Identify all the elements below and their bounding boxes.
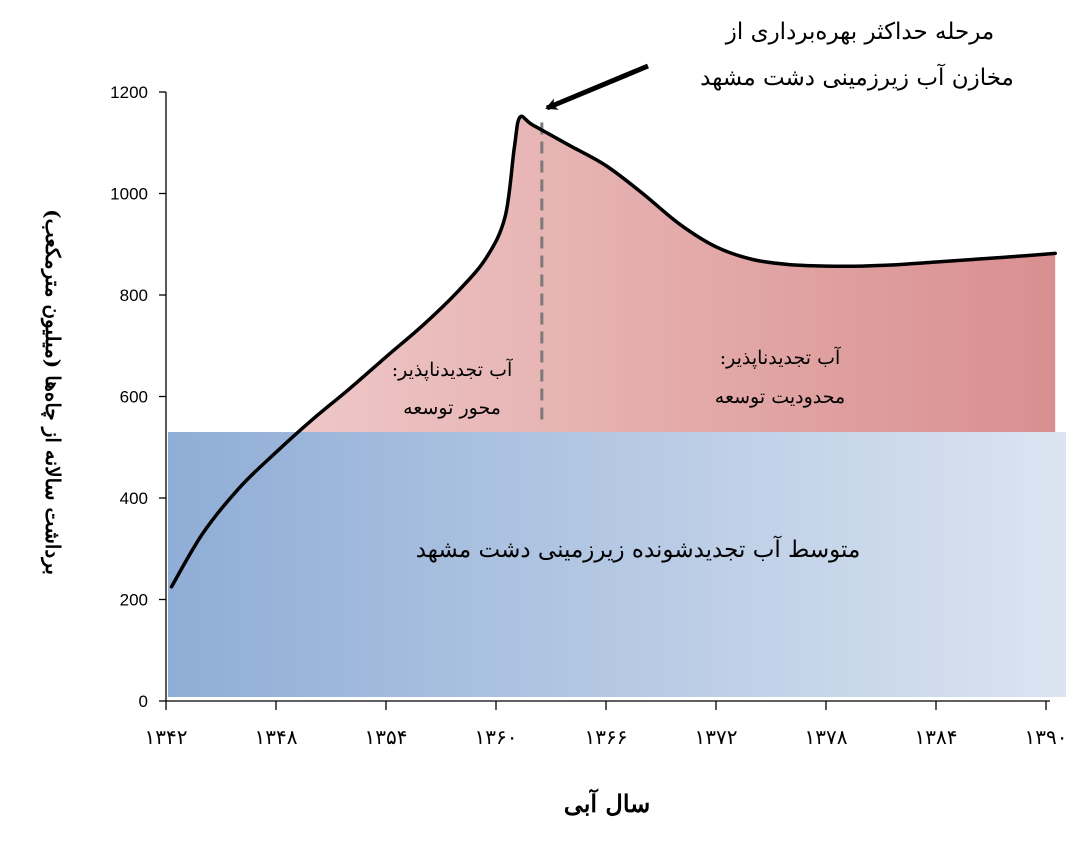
y-tick-label: 1000 [110, 185, 148, 204]
x-tick-label: ۱۳۸۴ [915, 725, 958, 749]
regions-layer [168, 116, 1066, 697]
x-tick-label: ۱۳۴۲ [145, 725, 188, 749]
left-region-label-2: محور توسعه [403, 397, 501, 419]
right-region-label-1: آب تجدیدناپذیر: [720, 346, 841, 369]
y-tick-label: 800 [120, 286, 148, 305]
x-tick-label: ۱۳۶۰ [475, 725, 518, 749]
y-tick-label: 1200 [110, 83, 148, 102]
x-axis-title: سال آبی [564, 788, 651, 818]
x-tick-label: ۱۳۴۸ [255, 725, 298, 749]
x-tick-label: ۱۳۶۶ [585, 725, 628, 749]
axes-layer: 0 200 400 600 800 1000 1200 ۱۳۴۲ ۱۳۴۸ ۱۳۵۴ ۱۳۶۰ ۱۳۶… [110, 83, 1068, 749]
y-tick-label: 0 [139, 692, 148, 711]
renewable-average-region [168, 432, 1066, 697]
average-region-label: متوسط آب تجدیدشونده زیرزمینی دشت مشهد [416, 535, 861, 563]
callout-arrow [545, 63, 649, 111]
x-tick-label: ۱۳۵۴ [365, 725, 408, 749]
series-layer [169, 114, 1057, 589]
right-region-label-2: محدودیت توسعه [715, 386, 845, 408]
y-tick-label: 400 [120, 489, 148, 508]
withdrawal-series-line [169, 114, 1057, 589]
y-axis-title: برداشت سالانه از چاه‌ها (میلیون مترمکعب) [40, 209, 65, 575]
x-tick-label: ۱۳۷۲ [695, 725, 738, 749]
callout-line-2: مخازن آب زیرزمینی دشت مشهد [700, 63, 1014, 91]
x-tick-label: ۱۳۷۸ [805, 725, 848, 749]
left-region-label-1: آب تجدیدناپذیر: [392, 358, 513, 381]
annotation-layer: مرحله حداکثر بهره‌برداری از مخازن آب زیر… [40, 19, 1014, 818]
y-tick-label: 600 [120, 388, 148, 407]
callout-line-1: مرحله حداکثر بهره‌برداری از [725, 19, 994, 45]
x-tick-label: ۱۳۹۰ [1025, 725, 1068, 749]
y-tick-label: 200 [120, 591, 148, 610]
